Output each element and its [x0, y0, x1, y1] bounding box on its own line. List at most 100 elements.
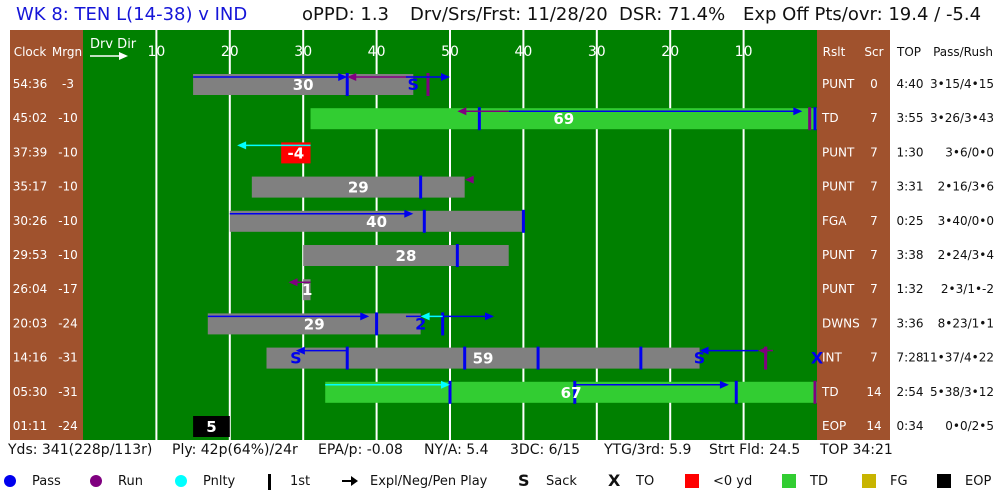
drive-result: PUNT: [822, 282, 855, 296]
play-arrow-head: [288, 278, 298, 287]
first-down-tick-icon: [268, 474, 271, 490]
legend-label: Pass: [32, 474, 61, 489]
first-down-tick: [639, 346, 643, 370]
drive-yards-label: 67: [561, 384, 582, 402]
drive-time-of-possession: 3:38: [897, 248, 924, 262]
nya-stat: NY/A: 5.4: [424, 442, 489, 458]
result-header: Rslt: [823, 45, 846, 59]
clock-header: Clock: [14, 45, 47, 59]
drive-margin: -24: [58, 419, 78, 433]
pass-dot-icon: [4, 475, 16, 487]
drive-score: 7: [870, 214, 878, 228]
third-down-stat: 3DC: 6/15: [510, 442, 581, 458]
drive-time-of-possession: 1:30: [897, 145, 924, 159]
first-down-tick: [536, 346, 540, 370]
turnover-marker: X: [811, 349, 824, 368]
drive-score: 14: [866, 385, 881, 399]
sack-marker: S: [694, 349, 706, 368]
first-down-tick: [477, 107, 481, 131]
score-header: Scr: [864, 45, 883, 59]
run-play-tick: [764, 346, 768, 370]
legend: Pass Run Pnlty 1st Expl/Neg/Pen Play S Sack X TO…: [0, 472, 1000, 496]
drive-clock: 14:16: [13, 351, 48, 365]
drive-clock: 37:39: [13, 145, 48, 159]
first-down-tick: [448, 380, 452, 404]
drive-chart: 10 20 30 40 50 40 30 20 10 Clock Mrgn Drv Dir Rs…: [10, 30, 994, 440]
yard-tick-labels: 10 20 30 40 50 40 30 20 10: [147, 44, 752, 60]
drive-clock: 05:30: [13, 385, 48, 399]
yard-tick-label: 40: [368, 44, 386, 60]
eop-swatch-icon: [937, 474, 951, 488]
drive-row: 29:53 -10 28 PUNT 7 3:38 2•24/3•4: [13, 244, 994, 267]
play-arrow-head: [719, 380, 729, 389]
drive-row: 30:26 -10 40 FGA 7 0:25 3•40/0•0: [13, 209, 994, 233]
pass-rush-header: Pass/Rush: [933, 45, 993, 59]
run-play-tick: [426, 73, 430, 96]
td-swatch-icon: [782, 474, 796, 488]
chart-header: WK 8: TEN L(14-38) v IND oPPD: 1.3 Drv/S…: [0, 0, 1000, 30]
drive-result: INT: [822, 351, 843, 365]
drive-row: 20:03 -24 2 29 DWNS 7 3:36 8•23/1•1: [13, 312, 994, 336]
yard-tick-label: 10: [147, 44, 165, 60]
drive-pass-rush: 0•0/2•5: [945, 419, 994, 433]
play-arrow-head: [338, 73, 348, 81]
drive-row: 26:04 -17 1 PUNT 7 1:32 2•3/1•-2: [13, 278, 994, 301]
drive-clock: 01:11: [13, 419, 48, 433]
drive-time-of-possession: 0:25: [897, 214, 924, 228]
drive-bar: [281, 142, 311, 164]
drive-yards-label: 5: [206, 418, 216, 436]
drive-pass-rush: 11•37/4•22: [922, 351, 994, 365]
left-panel: [10, 30, 83, 440]
legend-label: Pnlty: [203, 474, 236, 489]
yard-tick-label: 10: [735, 44, 753, 60]
margin-header: Mrgn: [52, 45, 82, 59]
legend-label: EOP: [965, 474, 992, 489]
drive-clock: 29:53: [13, 248, 48, 262]
legend-label: FG: [890, 474, 908, 489]
plays-stat: Ply: 42p(64%)/24r: [172, 442, 298, 458]
drive-margin: -24: [58, 316, 78, 330]
drive-result: PUNT: [822, 248, 855, 262]
drives: 54:36 -3 S 30 PUNT 0 4:40 3•15/4•15 45:02 -10 69 TD…: [13, 73, 994, 437]
drive-score: 7: [870, 145, 878, 159]
drive-bar: [251, 176, 465, 198]
legend-label: Sack: [546, 474, 577, 489]
drive-margin: -10: [58, 180, 78, 194]
drive-yards-label: 69: [553, 110, 574, 128]
drive-time-of-possession: 7:28: [897, 351, 924, 365]
drive-time-of-possession: 3:55: [897, 111, 924, 125]
first-down-tick: [463, 346, 467, 370]
run-dot-icon: [90, 475, 102, 487]
play-arrow-head: [237, 141, 247, 150]
legend-label: Expl/Neg/Pen Play: [370, 474, 488, 489]
legend-label: TD: [810, 474, 828, 489]
play-arrow-head: [441, 380, 450, 389]
drive-margin: -31: [58, 385, 78, 399]
drive-clock: 30:26: [13, 214, 48, 228]
first-down-tick: [345, 73, 349, 96]
drive-series-stat: Drv/Srs/Frst: 11/28/20: [410, 4, 608, 25]
sack-letter-icon: S: [518, 471, 530, 490]
drive-pass-rush: 2•3/1•-2: [941, 282, 994, 296]
column-headers: Clock Mrgn Drv Dir Rslt Scr TOP Pass/Rus…: [14, 37, 993, 60]
yard-tick-label: 30: [294, 44, 312, 60]
drive-pass-rush: 3•40/0•0: [938, 214, 994, 228]
play-arrow-head: [457, 107, 467, 116]
drive-score: 14: [866, 419, 881, 433]
drive-score: 7: [870, 111, 878, 125]
drive-clock: 45:02: [13, 111, 48, 125]
yard-tick-label: 50: [441, 44, 459, 60]
drive-score: 7: [870, 316, 878, 330]
game-title: WK 8: TEN L(14-38) v IND: [16, 4, 248, 25]
drive-bar: [310, 108, 817, 130]
play-arrow-head: [420, 312, 430, 321]
drive-bar: [193, 74, 414, 95]
first-down-tick: [441, 312, 445, 336]
drive-yards-label: 29: [348, 179, 369, 197]
drive-row: 54:36 -3 S 30 PUNT 0 4:40 3•15/4•15: [13, 73, 994, 96]
drive-score: 7: [870, 180, 878, 194]
first-down-tick: [419, 175, 423, 199]
sack-marker: S: [290, 349, 302, 368]
turnover-x-icon: X: [608, 471, 621, 490]
drive-score: 7: [870, 282, 878, 296]
